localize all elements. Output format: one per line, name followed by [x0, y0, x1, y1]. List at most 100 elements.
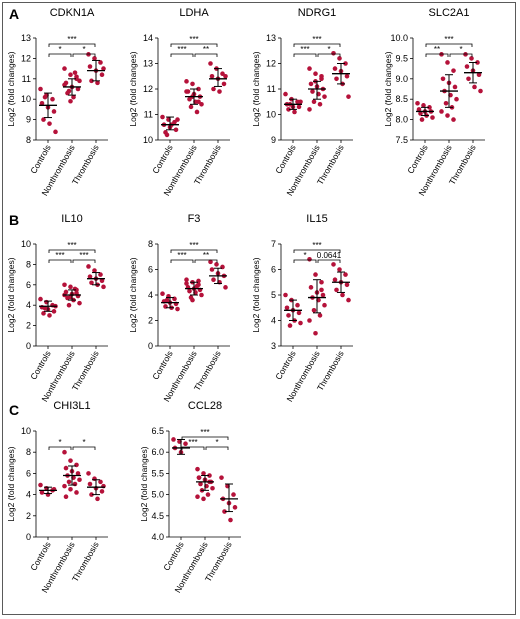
data-point [86, 264, 91, 269]
significance-label: * [459, 45, 462, 54]
data-point [214, 262, 219, 267]
y-tick-label: 2 [26, 511, 31, 521]
data-point [223, 73, 228, 79]
data-point [451, 68, 456, 73]
significance-bracket [72, 259, 96, 263]
data-point [286, 107, 291, 112]
significance-bracket [425, 43, 473, 47]
data-point [452, 84, 458, 90]
data-point [319, 73, 324, 79]
y-tick-label: 8 [26, 447, 31, 457]
data-point [183, 441, 188, 447]
data-point [472, 84, 477, 90]
data-point [62, 82, 67, 88]
y-tick-label: 9.5 [395, 53, 408, 63]
data-point [172, 119, 177, 125]
data-point [344, 282, 350, 288]
data-point [62, 282, 67, 288]
y-tick-label: 4 [26, 490, 31, 500]
data-point [68, 487, 73, 492]
data-point [415, 100, 420, 106]
data-point [231, 492, 236, 497]
panel-label-c: C [9, 402, 19, 418]
data-point [98, 60, 103, 65]
data-point [232, 505, 238, 510]
data-point [307, 318, 312, 323]
data-point [317, 102, 323, 107]
data-point [466, 76, 471, 82]
chart-title: NDRG1 [298, 7, 337, 19]
data-point [217, 89, 222, 94]
data-point [340, 292, 345, 298]
data-point [95, 80, 100, 86]
data-point [194, 283, 200, 289]
data-point [313, 272, 318, 277]
data-point [71, 94, 76, 100]
data-point [72, 286, 78, 292]
x-tick-label: Controls [273, 349, 297, 381]
data-point [68, 72, 73, 78]
data-point [51, 109, 57, 114]
significance-label: *** [67, 35, 76, 44]
data-point [209, 267, 215, 272]
significance-bracket [317, 53, 341, 57]
y-tick-label: 4.0 [151, 532, 164, 542]
data-point [62, 449, 67, 455]
chart-title: IL10 [61, 213, 82, 225]
data-point [184, 89, 189, 94]
data-point [332, 66, 338, 71]
significance-bracket [293, 249, 341, 253]
significance-label: * [82, 438, 85, 447]
x-tick-label: Controls [150, 349, 174, 381]
significance-bracket [293, 43, 341, 47]
data-point [175, 306, 180, 312]
data-point [469, 56, 474, 61]
y-tick-label: 6 [148, 265, 153, 275]
data-point [319, 287, 324, 293]
significance-bracket [181, 446, 205, 450]
data-point [41, 311, 46, 316]
data-point [175, 117, 180, 122]
significance-label: *** [67, 241, 76, 250]
y-tick-label: 7.5 [395, 135, 408, 145]
data-point [63, 494, 69, 500]
y-axis-label: Log2 (fold changes) [251, 257, 261, 332]
significance-label: *** [177, 45, 186, 54]
data-point [184, 277, 189, 283]
data-point [95, 496, 100, 502]
data-point [454, 96, 459, 102]
chart-slc2a1: SLC2A1 7.5 8.0 8.5 9.0 9.5 10.0 Log2 (fold chan… [383, 7, 485, 198]
chart-title: IL15 [306, 213, 327, 225]
y-tick-label: 9.0 [395, 74, 408, 84]
chart-title: LDHA [179, 7, 209, 19]
data-point [201, 496, 206, 502]
data-point [160, 291, 165, 297]
y-axis-label: Log2 (fold changes) [383, 51, 393, 126]
data-point [89, 280, 94, 286]
y-axis-label: Log2 (fold changes) [128, 51, 138, 126]
data-point [286, 313, 291, 318]
y-tick-label: 10 [21, 94, 31, 104]
data-point [99, 278, 105, 284]
data-point [317, 313, 323, 318]
y-tick-label: 2 [148, 316, 153, 326]
y-tick-label: 5.0 [151, 490, 164, 500]
significance-bracket [48, 259, 72, 263]
significance-label: ** [203, 251, 209, 260]
y-tick-label: 9 [26, 115, 31, 125]
significance-label: ** [203, 45, 209, 54]
data-point [198, 481, 203, 487]
data-point [196, 86, 201, 92]
data-point [416, 107, 422, 112]
significance-bracket [194, 259, 218, 263]
data-point [313, 71, 318, 76]
data-point [74, 490, 79, 495]
data-point [331, 262, 336, 267]
significance-bracket [449, 53, 473, 57]
y-tick-label: 8 [148, 239, 153, 249]
significance-bracket [293, 53, 317, 57]
data-point [331, 51, 336, 56]
x-tick-label: Controls [161, 540, 185, 572]
